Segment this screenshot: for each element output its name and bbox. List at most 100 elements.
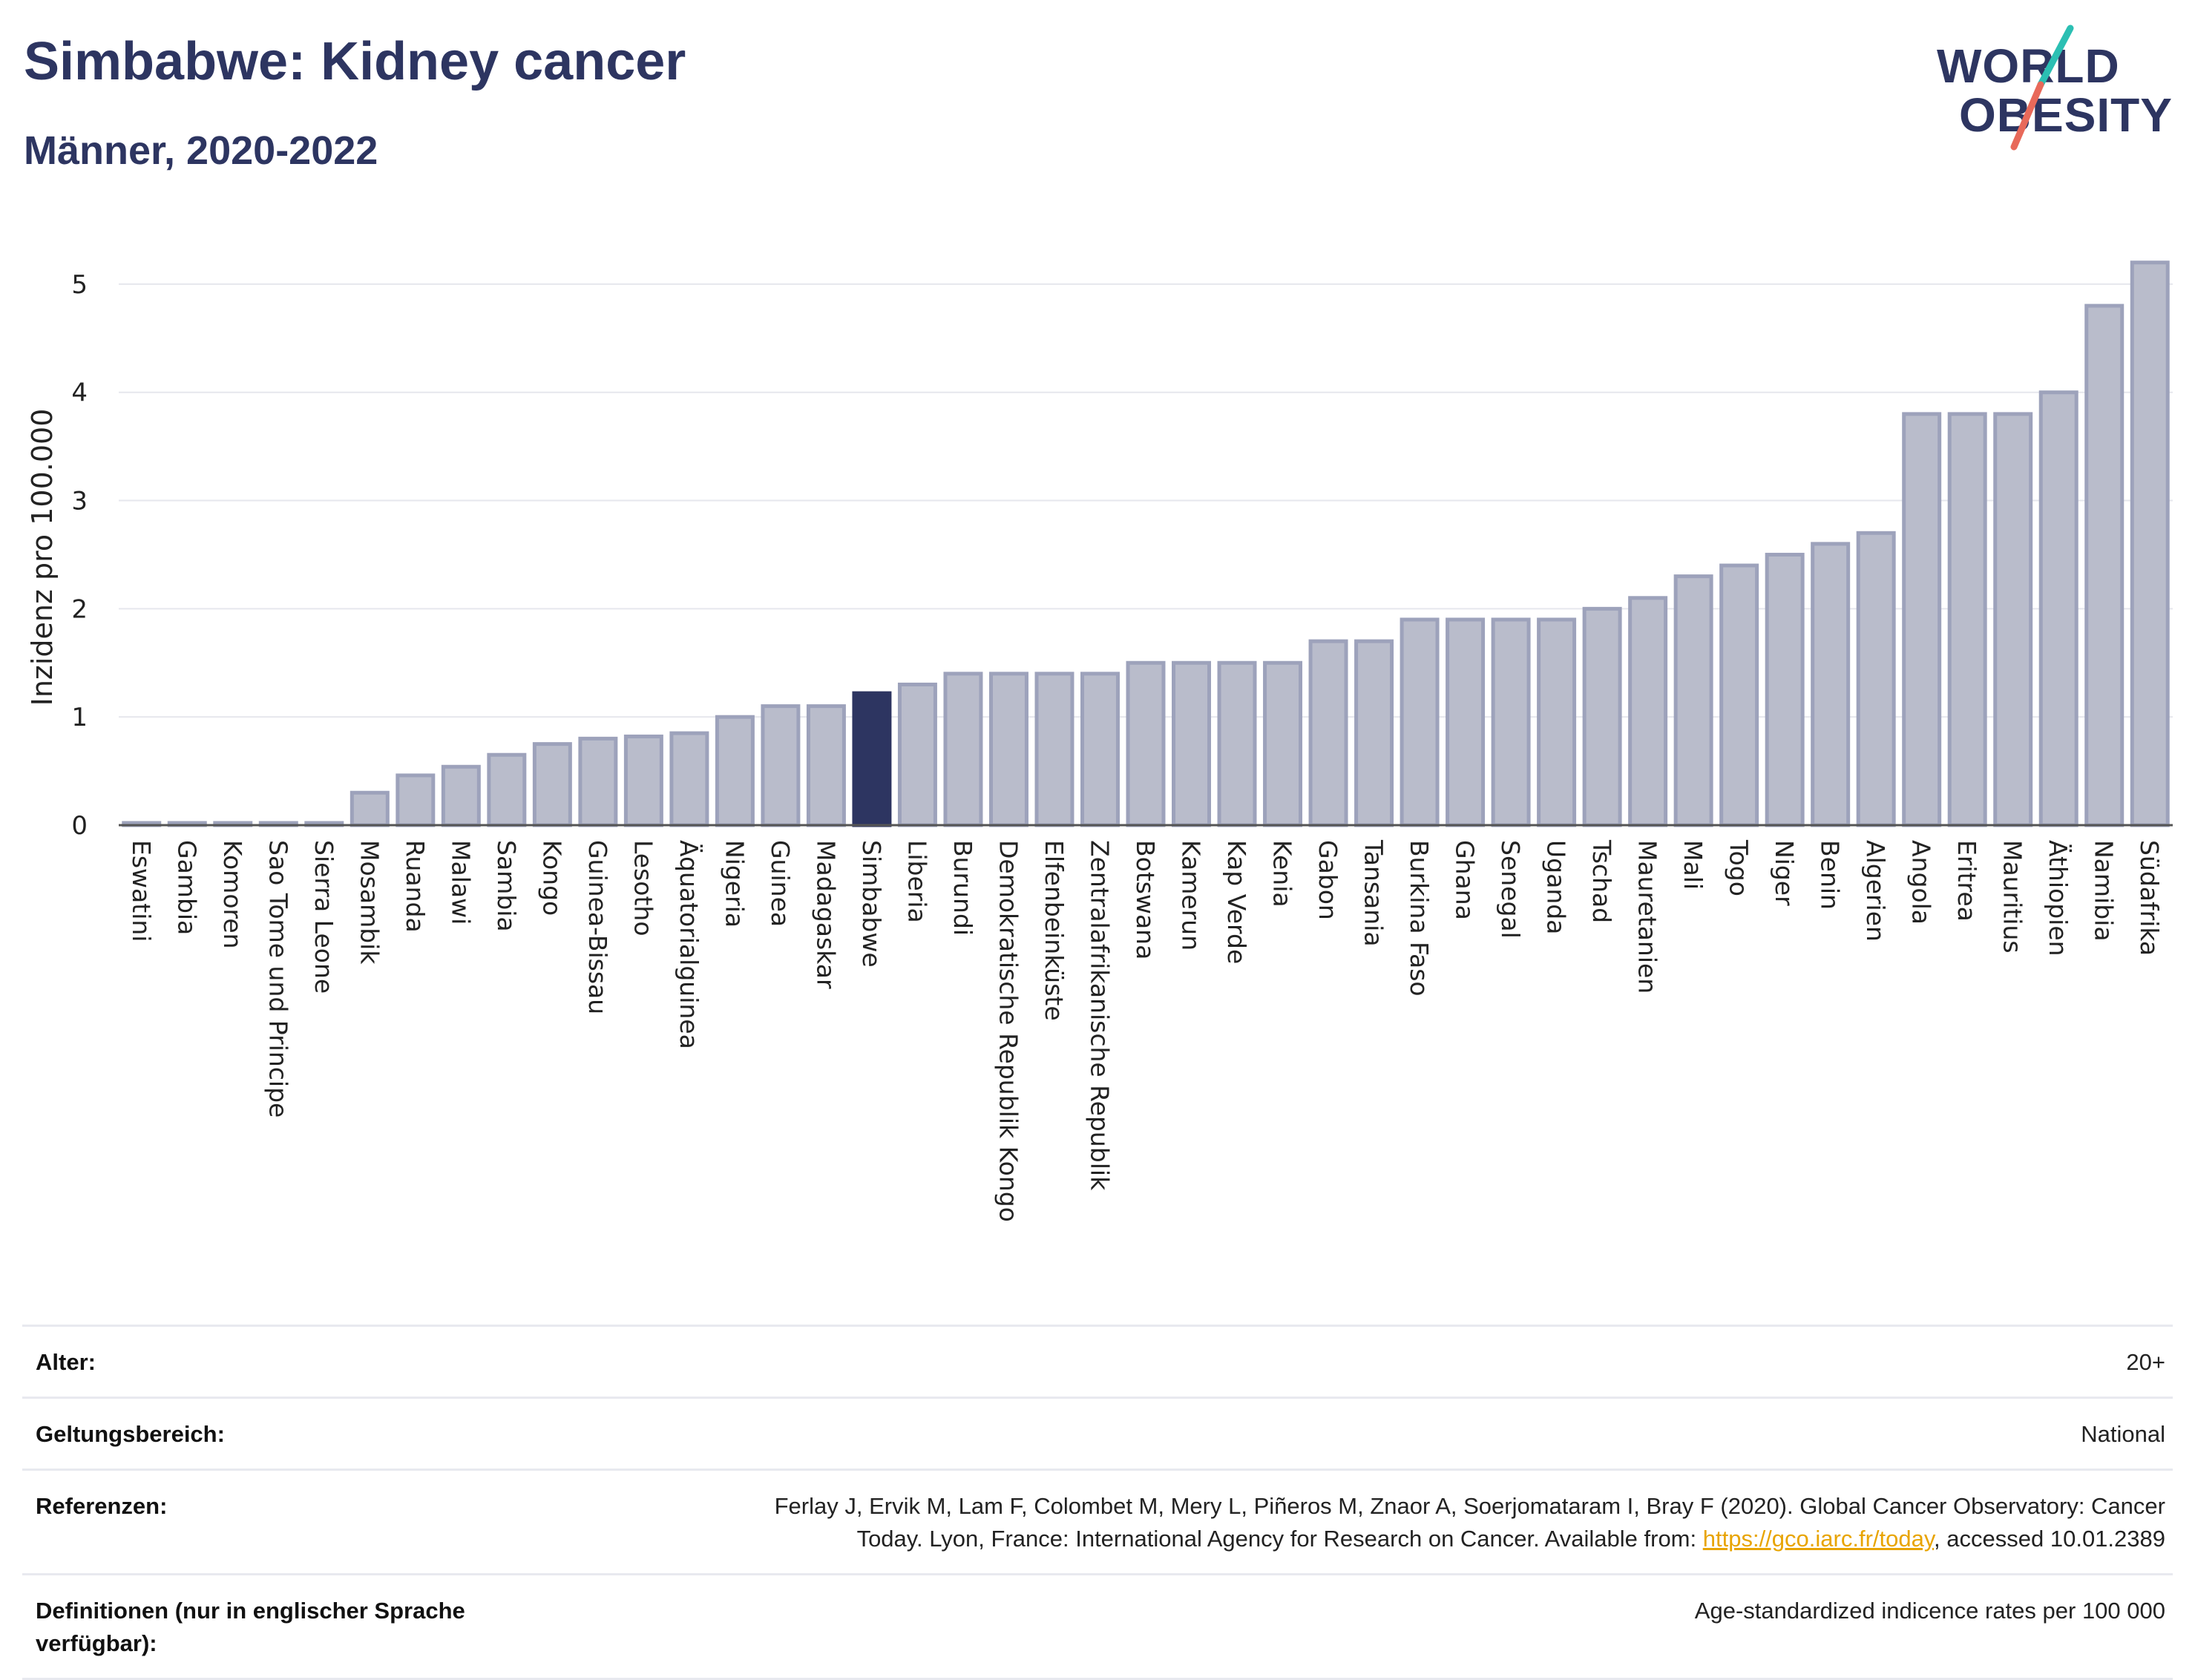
bar [1537, 617, 1577, 827]
x-tick-label: Mauritius [1998, 840, 2027, 954]
bar [1628, 596, 1668, 827]
x-tick-label: Burkina Faso [1405, 840, 1434, 997]
x-tick-label: Kap Verde [1222, 840, 1251, 964]
reference-link[interactable]: https://gco.iarc.fr/today [1702, 1526, 1935, 1552]
bar [1673, 574, 1713, 827]
bar [1765, 552, 1805, 827]
meta-row-scope: Geltungsbereich: National [22, 1397, 2173, 1469]
meta-key-age: Alter: [36, 1349, 96, 1375]
x-tick-label: Äquatorialguinea [675, 840, 703, 1049]
x-tick-label: Eswatini [127, 840, 156, 942]
x-tick-label: Sao Tome und Principe [263, 840, 292, 1118]
meta-row-definitions: Definitionen (nur in englischer Sprache … [22, 1573, 2173, 1680]
bar [2038, 390, 2078, 827]
x-tick-label: Tansania [1359, 839, 1388, 947]
y-tick-label: 2 [71, 594, 88, 624]
bar [350, 790, 390, 827]
x-tick-label: Südafrika [2135, 840, 2164, 956]
x-tick-label: Eritrea [1952, 840, 1981, 922]
reference-text-accessed: , accessed 10.01.2389 [1934, 1526, 2165, 1552]
logo-slash-icon [2010, 24, 2074, 151]
bar [897, 682, 937, 827]
x-tick-label: Liberia [902, 840, 931, 923]
x-tick-label: Simbabwe [857, 840, 886, 968]
x-tick-label: Gambia [172, 840, 201, 935]
bar [1491, 617, 1531, 827]
bar-highlight [852, 691, 892, 827]
x-tick-label: Zentralafrikanische Republik [1085, 840, 1114, 1191]
chart-title: Simbabwe: Kidney cancer [24, 32, 686, 91]
bar [623, 734, 663, 827]
bar [806, 704, 846, 827]
bar [487, 752, 527, 827]
y-axis-label: Inzidenz pro 100.000 [26, 409, 59, 706]
bar [1354, 639, 1394, 827]
x-tick-label: Nigeria [720, 840, 749, 928]
x-tick-label: Senegal [1496, 840, 1525, 939]
bar [1172, 660, 1212, 827]
logo-text-world: WORLD [1937, 39, 2120, 93]
x-tick-label: Malawi [446, 840, 475, 925]
bar [1034, 672, 1074, 827]
meta-row-age: Alter: 20+ [22, 1325, 2173, 1397]
bar [669, 731, 709, 827]
bar [2084, 303, 2125, 827]
x-tick-label: Komoren [218, 840, 247, 949]
x-tick-label: Gabon [1313, 840, 1342, 920]
x-tick-label: Elfenbeinküste [1040, 840, 1069, 1021]
reference-text-line2: Today. Lyon, France: International Agenc… [856, 1526, 1703, 1552]
bar [1582, 606, 1622, 827]
bar [441, 764, 481, 827]
bar [761, 704, 801, 827]
x-tick-label: Togo [1725, 839, 1753, 896]
x-tick-label: Ruanda [401, 840, 430, 933]
x-tick-label: Äthiopien [2044, 840, 2073, 957]
bar [988, 672, 1028, 827]
bar [1856, 531, 1896, 827]
meta-key-scope: Geltungsbereich: [36, 1421, 225, 1447]
logo-text-obesity: OBESITY [1959, 88, 2173, 142]
x-tick-label: Namibia [2090, 840, 2119, 942]
bar [1947, 412, 1987, 827]
x-tick-label: Mauretanien [1633, 840, 1662, 994]
bar [1080, 672, 1120, 827]
x-tick-label: Madagaskar [811, 840, 840, 989]
y-tick-label: 4 [71, 378, 88, 408]
bar [1308, 639, 1348, 827]
reference-text-line1: Ferlay J, Ervik M, Lam F, Colombet M, Me… [774, 1493, 2165, 1519]
x-tick-label: Demokratische Republik Kongo [994, 840, 1023, 1222]
x-tick-label: Guinea [766, 840, 795, 927]
bar-chart: 0 1 2 3 4 5 Inzidenz pro 100.000 Eswatini Gambia… [26, 260, 2173, 1222]
x-tick-label: Guinea-Bissau [583, 840, 612, 1014]
bar [1217, 660, 1257, 827]
meta-key-definitions: Definitionen (nur in englischer Sprache … [36, 1598, 465, 1656]
x-tick-label: Kamerun [1177, 840, 1206, 951]
bar [1263, 660, 1303, 827]
meta-row-references: Referenzen: Ferlay J, Ervik M, Lam F, Co… [22, 1469, 2173, 1573]
meta-value-scope: National [2081, 1421, 2165, 1447]
meta-value-references: Ferlay J, Ervik M, Lam F, Colombet M, Me… [775, 1490, 2173, 1555]
bar [1126, 660, 1166, 827]
bar [715, 715, 755, 827]
meta-key-references: Referenzen: [36, 1493, 168, 1519]
y-tick-label: 1 [71, 703, 88, 732]
y-tick-label: 3 [71, 487, 88, 516]
x-tick-label: Uganda [1542, 840, 1571, 934]
x-tick-label: Sambia [492, 840, 521, 932]
x-tick-label: Niger [1770, 840, 1799, 906]
x-tick-label: Mali [1679, 840, 1707, 890]
x-tick-label: Angola [1907, 840, 1936, 925]
meta-table: Alter: 20+ Geltungsbereich: National Ref… [22, 1325, 2173, 1680]
x-tick-label: Lesotho [629, 840, 657, 936]
x-tick-label: Kenia [1268, 840, 1297, 908]
meta-value-definitions: Age-standardized indicence rates per 100… [1694, 1598, 2165, 1624]
bar [2130, 260, 2170, 827]
bar [532, 742, 572, 827]
x-tick-label: Tschad [1587, 839, 1616, 923]
x-tick-label: Botswana [1131, 840, 1160, 959]
bar [1811, 542, 1851, 827]
bar [1446, 617, 1486, 827]
x-tick-label: Kongo [537, 840, 566, 916]
meta-value-age: 20+ [2126, 1349, 2165, 1375]
chart-subtitle: Männer, 2020-2022 [24, 128, 378, 173]
